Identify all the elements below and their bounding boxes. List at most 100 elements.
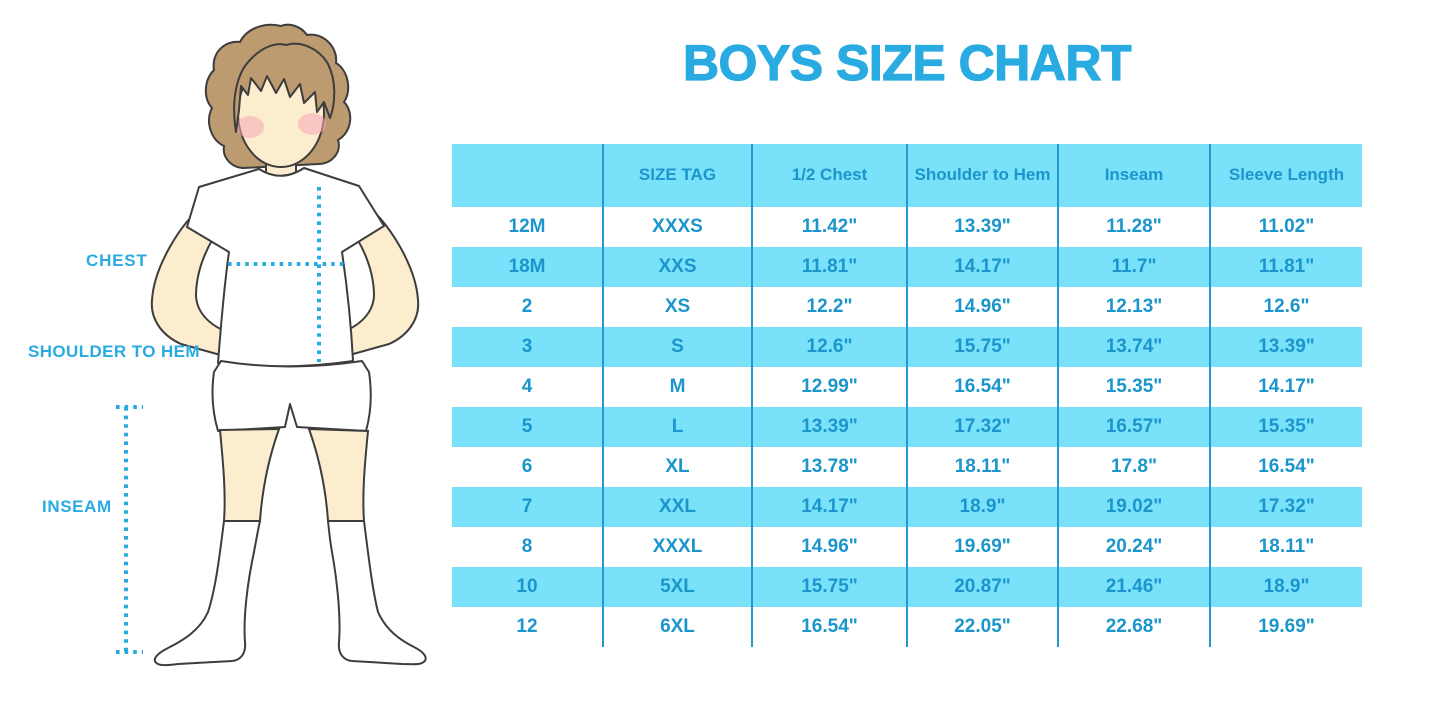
- page-title: BOYS SIZE CHART: [682, 35, 1132, 91]
- cell-value: XXXL: [603, 527, 753, 567]
- cell-value: 22.05": [907, 607, 1059, 647]
- cell-value: 13.78": [752, 447, 908, 487]
- left-leg: [218, 427, 281, 522]
- cell-value: 18.9": [907, 487, 1059, 527]
- right-leg: [307, 427, 370, 522]
- boy-illustration: CHEST SHOULDER TO HEM INSEAM: [0, 0, 450, 723]
- cell-size: 12M: [452, 207, 604, 247]
- table-row: 2 XS 12.2" 14.96" 12.13" 12.6": [452, 287, 1362, 327]
- cell-value: 17.32": [1258, 496, 1315, 517]
- table-row: 12 6XL 16.54" 22.05" 22.68" 19.69": [452, 607, 1362, 647]
- size-chart-table: SIZE TAG 1/2 Chest Shoulder to Hem Insea…: [452, 144, 1362, 647]
- cell-value: 13.39": [907, 207, 1059, 247]
- table-row: 5 L 13.39" 17.32" 16.57" 15.35": [452, 407, 1362, 447]
- cell-size: 2: [452, 287, 604, 327]
- header-row: SIZE TAG 1/2 Chest Shoulder to Hem Insea…: [452, 144, 1362, 207]
- hair-bangs: [233, 42, 336, 133]
- left-sock: [153, 520, 261, 667]
- cell-value: 21.46": [1058, 567, 1211, 607]
- cell-value: 18.11": [907, 447, 1059, 487]
- cell-value: 12.2": [752, 287, 908, 327]
- cell-value: 18.9": [1263, 576, 1310, 597]
- cell-value: 11.81": [752, 247, 908, 287]
- header-cell-inseam: Inseam: [1058, 144, 1211, 207]
- right-sock: [327, 520, 427, 666]
- cell-size: 18M: [452, 247, 604, 287]
- cell-value: XS: [603, 287, 753, 327]
- cell-value: 15.75": [907, 327, 1059, 367]
- cell-value: XXXS: [603, 207, 753, 247]
- cell-value: 19.69": [1258, 616, 1315, 637]
- cell-value: 14.96": [907, 287, 1059, 327]
- cell-size: 8: [452, 527, 604, 567]
- label-inseam: INSEAM: [42, 497, 112, 516]
- table-header: SIZE TAG 1/2 Chest Shoulder to Hem Insea…: [452, 144, 1362, 207]
- table-row: 8 XXXL 14.96" 19.69" 20.24" 18.11": [452, 527, 1362, 567]
- table-row: 18M XXS 11.81" 14.17" 11.7" 11.81": [452, 247, 1362, 287]
- label-shoulder-to-hem: SHOULDER TO HEM: [28, 342, 200, 361]
- cell-size: 4: [452, 367, 604, 407]
- t-shirt: [186, 167, 385, 368]
- table-body: 12M XXXS 11.42" 13.39" 11.28" 11.02" 18M XXS 11.…: [452, 207, 1362, 647]
- cell-value: 15.35": [1258, 416, 1315, 437]
- table-row: 10 5XL 15.75" 20.87" 21.46" 18.9": [452, 567, 1362, 607]
- header-cell-sleeve-length: Sleeve Length: [1210, 144, 1362, 207]
- cell-value: 20.87": [907, 567, 1059, 607]
- cell-value: 18.11": [1258, 536, 1315, 557]
- cell-value: 15.75": [752, 567, 908, 607]
- cell-value: 11.28": [1058, 207, 1211, 247]
- cell-value: 12.6": [752, 327, 908, 367]
- cell-value: 12.13": [1058, 287, 1211, 327]
- cell-value: 17.8": [1058, 447, 1211, 487]
- cell-value: 12.99": [752, 367, 908, 407]
- cell-value: 6XL: [603, 607, 753, 647]
- cell-value: 20.24": [1058, 527, 1211, 567]
- shorts: [211, 360, 372, 432]
- header-cell-shoulder-to-hem: Shoulder to Hem: [907, 144, 1059, 207]
- cell-value: 16.54": [752, 607, 908, 647]
- cell-size: 5: [452, 407, 604, 447]
- cell-value: XXL: [603, 487, 753, 527]
- table-row: 6 XL 13.78" 18.11" 17.8" 16.54": [452, 447, 1362, 487]
- cell-value: 5XL: [603, 567, 753, 607]
- blush-right-cheek: [298, 113, 326, 135]
- cell-value: 12.6": [1263, 296, 1310, 317]
- cell-value: 14.17": [907, 247, 1059, 287]
- cell-value: 15.35": [1058, 367, 1211, 407]
- cell-size: 7: [452, 487, 604, 527]
- cell-value: 14.17": [752, 487, 908, 527]
- cell-value: 17.32": [907, 407, 1059, 447]
- cell-value: 13.39": [752, 407, 908, 447]
- cell-size: 6: [452, 447, 604, 487]
- table-row: 12M XXXS 11.42" 13.39" 11.28" 11.02": [452, 207, 1362, 247]
- cell-value: S: [603, 327, 753, 367]
- cell-value: 19.02": [1058, 487, 1211, 527]
- cell-size: 10: [452, 567, 604, 607]
- cell-value: 16.54": [1258, 456, 1315, 477]
- table-row: 3 S 12.6" 15.75" 13.74" 13.39": [452, 327, 1362, 367]
- blush-left-cheek: [236, 116, 264, 138]
- table-row: 7 XXL 14.17" 18.9" 19.02" 17.32": [452, 487, 1362, 527]
- cell-value: 19.69": [907, 527, 1059, 567]
- cell-value: 14.96": [752, 527, 908, 567]
- cell-value: 11.42": [752, 207, 908, 247]
- header-cell-size: [452, 144, 604, 207]
- cell-value: 14.17": [1258, 376, 1315, 397]
- cell-value: XL: [603, 447, 753, 487]
- cell-value: 11.02": [1258, 216, 1315, 237]
- table-row: 4 M 12.99" 16.54" 15.35" 14.17": [452, 367, 1362, 407]
- header-cell-size-tag: SIZE TAG: [603, 144, 753, 207]
- cell-value: 11.7": [1058, 247, 1211, 287]
- cell-value: 22.68": [1058, 607, 1211, 647]
- cell-size: 3: [452, 327, 604, 367]
- cell-value: 16.57": [1058, 407, 1211, 447]
- label-chest: CHEST: [86, 251, 148, 270]
- cell-value: L: [603, 407, 753, 447]
- cell-value: 11.81": [1258, 256, 1315, 277]
- cell-value: 13.39": [1258, 336, 1315, 357]
- cell-value: XXS: [603, 247, 753, 287]
- cell-value: 13.74": [1058, 327, 1211, 367]
- cell-size: 12: [452, 607, 604, 647]
- cell-value: M: [603, 367, 753, 407]
